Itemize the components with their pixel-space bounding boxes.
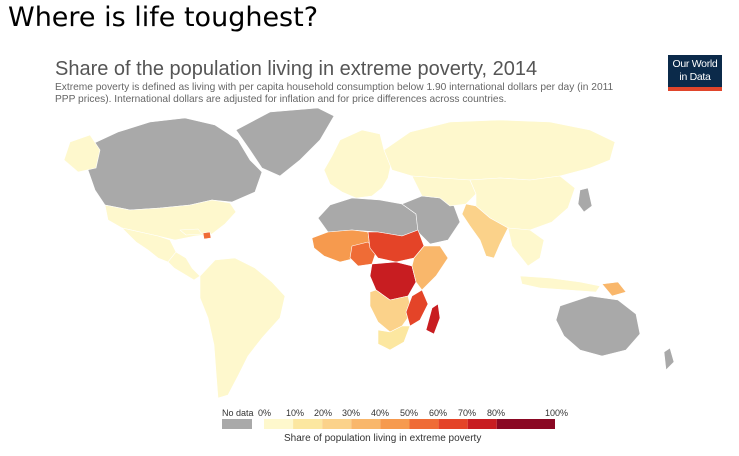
region-indonesia[interactable] [519,275,601,293]
legend-swatch [380,419,410,429]
region-new-zealand[interactable] [663,347,675,371]
region-mozambique[interactable] [405,289,429,327]
subtitle-line-1: Extreme poverty is defined as living wit… [55,82,614,93]
legend-swatch [496,419,555,429]
region-east-africa[interactable] [411,245,449,291]
region-central-america[interactable] [167,251,201,281]
region-canada[interactable] [87,117,263,211]
region-southern-africa[interactable] [369,289,413,333]
legend-tick-label: 10% [286,408,305,418]
region-india[interactable] [461,203,509,259]
chart-subtitle: Extreme poverty is defined as living wit… [55,82,655,106]
subtitle-line-2: PPP prices). International dollars are a… [55,94,507,105]
owid-logo[interactable]: Our World in Data [668,55,722,91]
legend-swatch [409,419,439,429]
legend-tick-label: 80% [487,408,506,418]
legend-swatch [351,419,381,429]
legend-tick-label: 100% [545,408,569,418]
legend-tick-label: 0% [258,408,272,418]
legend-tick-label: 30% [342,408,361,418]
logo-line-2: in Data [679,71,711,83]
slide-title: Where is life toughest? [8,2,319,33]
legend-title: Share of population living in extreme po… [284,433,482,444]
legend-swatch [264,419,294,429]
logo-line-1: Our World [672,58,718,70]
region-haiti[interactable] [202,231,212,240]
region-japan[interactable] [577,187,593,213]
region-papua-new-guinea[interactable] [601,281,627,297]
region-south-america[interactable] [199,257,286,399]
legend-swatch [322,419,352,429]
legend-swatch [438,419,468,429]
region-south-africa[interactable] [377,325,411,351]
region-europe[interactable] [323,129,393,199]
legend-swatch [293,419,323,429]
legend-swatch-no-data [222,419,252,429]
chart-title: Share of the population living in extrem… [55,58,538,80]
legend-tick-label: 40% [371,408,390,418]
region-southeast-asia[interactable] [507,227,545,267]
legend-tick-label: 20% [314,408,333,418]
legend-tick-label: 60% [429,408,448,418]
region-cuba[interactable] [179,228,203,236]
region-australia[interactable] [555,295,641,357]
legend-tick-label: 50% [400,408,419,418]
region-greenland[interactable] [235,107,335,177]
region-russia[interactable] [383,119,616,181]
legend-swatch [467,419,497,429]
region-madagascar[interactable] [425,303,441,335]
region-alaska[interactable] [63,134,101,173]
legend-tick-label: 70% [458,408,477,418]
legend-no-data-label: No data [222,408,254,418]
